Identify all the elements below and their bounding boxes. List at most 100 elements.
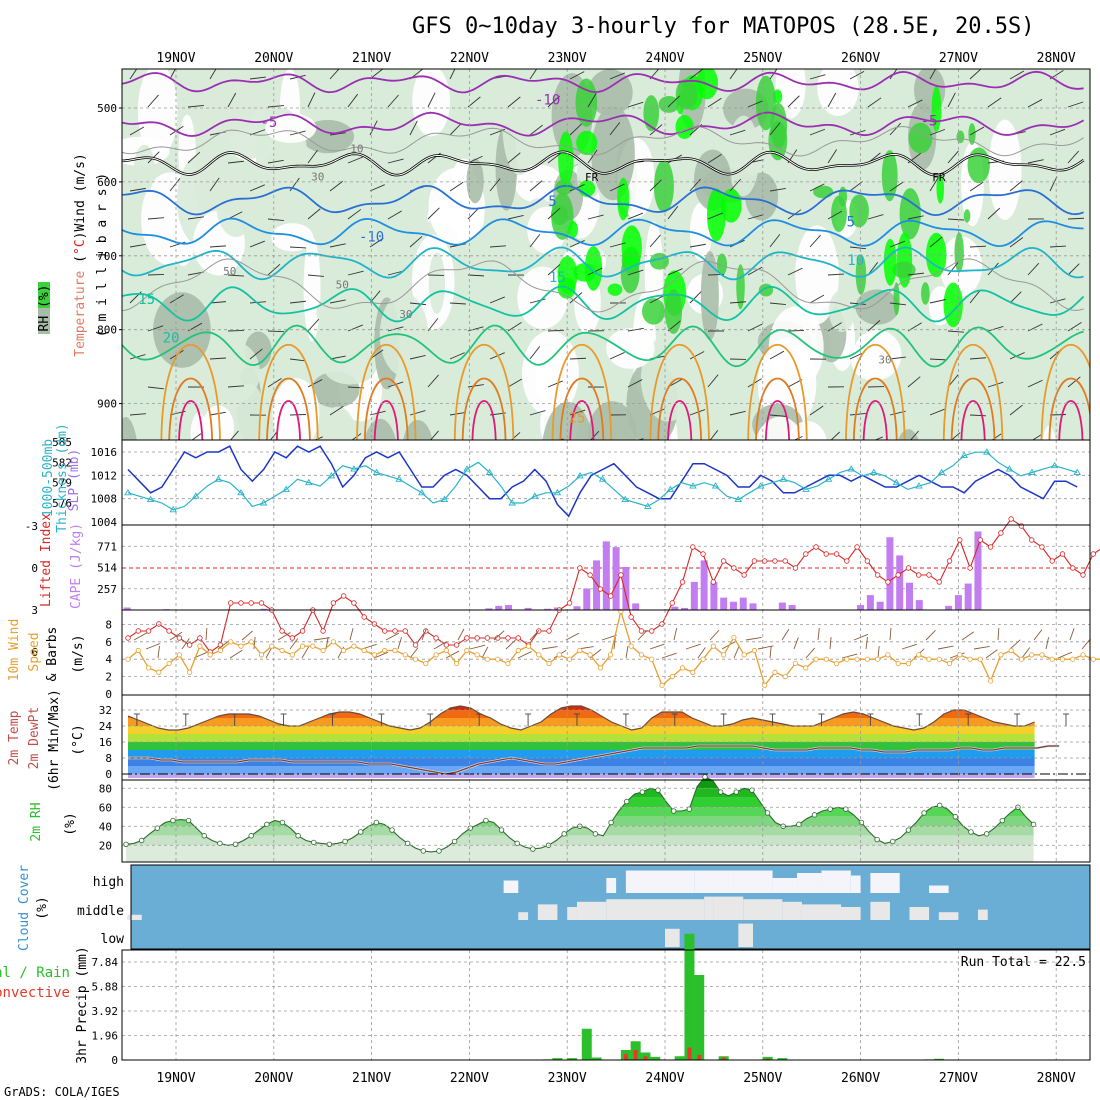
wind-barb [569,240,585,248]
li-point [936,579,942,585]
precip-conv-bar [643,1056,648,1060]
thickness-point [1028,468,1036,475]
temp-band [128,758,1035,766]
wind-speed-point [464,647,470,654]
wind-barb [1027,159,1044,164]
thickness-tick-label: 576 [52,497,72,510]
rh-area [502,73,538,176]
wind-barb [609,122,621,136]
wind-barb [129,69,138,80]
wind-barb [769,414,786,417]
thickness-tick-label: 585 [52,436,72,449]
cape-bar [700,560,708,610]
rh-area [775,69,806,119]
rh2m-point [874,836,880,843]
wind-barb [1009,70,1025,80]
li-point [217,642,224,648]
wind-barb-10m [289,638,299,650]
wind-barb [1067,150,1079,164]
wind-barb [609,242,626,248]
wind-barb [747,266,763,276]
date-label-bottom: 27NOV [939,1071,978,1086]
rh-band [126,835,1034,846]
low-level-temp-contour [1040,344,1090,440]
wind-barb [147,273,165,276]
wind-barb-10m [133,632,148,641]
temp-tick-label: 16 [99,736,112,749]
wind-speed-point [700,656,706,662]
wind-speed-point [484,656,491,662]
wind-barb [489,245,506,248]
thickness-point [689,482,697,489]
wind-barb [689,69,703,80]
wind-speed-point [628,643,634,649]
li-point [125,635,131,641]
date-labels-top: 19NOV 20NOV 21NOV 22NOV 23NOV 24NOV 25NOV 26NOV… [156,51,1076,66]
thickness-point [418,488,426,496]
rh-moist-area [658,95,680,113]
wind-barb-10m [625,646,629,659]
cloud-cover-panel: high middle low Cloud Cover (%) [17,864,1091,951]
wind-barb [529,234,541,248]
precip-total-bar [650,1056,661,1060]
wind-barb [1049,128,1066,136]
precip-tick-label: 5.88 [92,981,119,994]
wind-barb-10m [373,651,389,659]
wind-tick-label: 4 [105,653,112,666]
wind-speed-point [792,660,799,667]
wind-speed-point [823,656,829,662]
wind-barb [529,69,538,80]
wind-barb-10m [673,628,678,641]
wind-barb [1027,379,1043,388]
wind-barb [587,214,604,220]
cloud-segment [938,912,959,920]
rh-area [970,347,1025,411]
wind-barb [187,151,201,164]
wind-barb [267,377,282,388]
rh-area [133,144,155,194]
low-level-temp-contour [862,400,888,440]
wind-barb [827,149,838,164]
rh-area [606,328,655,369]
cape-bar [681,607,689,610]
wind-barb [1009,352,1025,360]
wind-speed-point [269,643,275,649]
wind-barb-10m [781,628,790,641]
wind-barb [449,352,465,360]
wind-barb [969,245,987,248]
wind-barb-10m [241,630,253,641]
wind-barb [329,243,346,248]
wind-speed-point [587,652,593,658]
wind-barb [929,358,947,361]
thickness-point [463,465,471,472]
wind-barb [387,94,399,108]
wind-barb [329,132,346,136]
wind-speed-point [669,673,675,680]
wind-speed-point [772,669,778,675]
li-tick-label: 3 [31,604,38,617]
li-point [844,558,850,564]
wind-barb [387,158,404,164]
rh-area [591,105,635,201]
rh2m-point [420,848,427,854]
wind-barb [449,302,466,305]
rh-moist-area [963,209,971,223]
wind-barb [569,123,582,136]
pressure-tick-label: 600 [97,176,117,189]
wind-barb [969,357,986,360]
wind-speed-point [258,652,265,658]
wind-barb [507,215,524,220]
wind-barb [910,430,919,440]
rh-area [727,115,760,197]
thickness-axis-label-a: 1000-500mb [41,439,56,517]
low-level-temp-contour [373,400,399,440]
wind-barb [468,441,484,443]
cloud-segment [694,870,734,893]
low-level-temp-contour [559,377,605,440]
wind-barb [547,152,561,164]
slp-tick-label: 1004 [91,516,118,529]
wind-barb [467,207,480,220]
low-level-temp-contour [168,377,213,440]
rh2m-panel: 80 60 40 20 2m RH (%) [29,774,1091,863]
cape-bar [788,605,796,610]
